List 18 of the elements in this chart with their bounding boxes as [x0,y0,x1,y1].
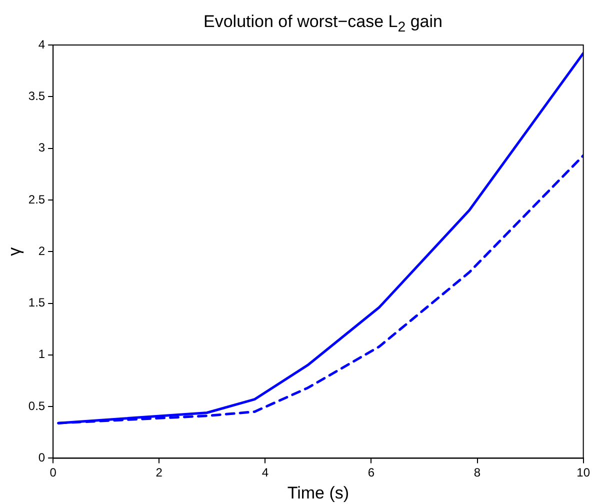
chart-title: Evolution of worst−case L$_{2}$ gain [202,12,444,36]
y-tick-label: 2 [38,244,46,258]
y-tick-label: 3 [38,140,46,155]
y-tick-label: 2.5 [28,192,46,206]
x-tick-label: 6 [368,466,375,480]
y-tick-label: 1 [38,347,46,362]
x-tick-label: 8 [474,466,481,480]
y-tick-label: 4 [38,37,46,52]
y-tick-label: 1.5 [28,296,46,310]
y-tick-label: 0.5 [28,398,46,413]
x-tick-label: 2 [156,466,163,480]
y-tick-label: 0 [38,450,46,465]
y-tick-label: 3.5 [28,88,46,103]
x-tick-label: 4 [262,466,269,480]
x-axis-title: Time (s) [287,483,350,502]
x-tick-label: 0 [50,466,57,480]
y-axis-title: γ [4,246,24,256]
x-tick-label: 10 [576,466,590,480]
